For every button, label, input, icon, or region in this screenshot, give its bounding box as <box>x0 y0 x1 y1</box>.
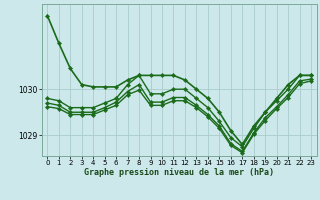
X-axis label: Graphe pression niveau de la mer (hPa): Graphe pression niveau de la mer (hPa) <box>84 168 274 177</box>
